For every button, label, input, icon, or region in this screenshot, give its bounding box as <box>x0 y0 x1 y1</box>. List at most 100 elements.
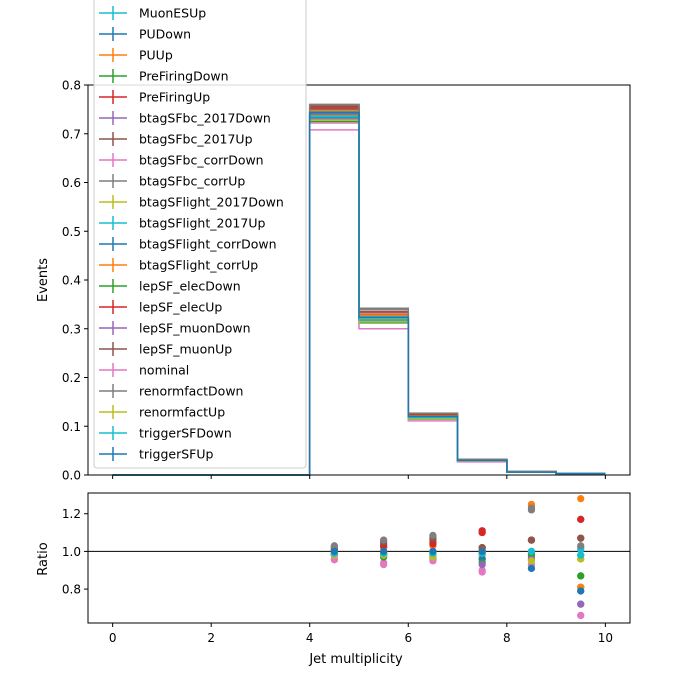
legend-entry-PUDown: PUDown <box>99 27 191 42</box>
ratio-point-lepSF_muonDown <box>577 600 585 608</box>
ratio-point-triggerSFUp <box>429 547 437 556</box>
ratio-axes-frame <box>87 492 631 624</box>
legend-entry-nominal: nominal <box>99 363 189 378</box>
ratio-x-tick-label: 2 <box>207 631 215 645</box>
legend: MuonESUp PUDown PUUp PreFiringDown PreFiring… <box>93 0 307 469</box>
ratio-point-nominal <box>380 560 388 569</box>
histogram-y-tick-label: 0.0 <box>62 469 81 483</box>
legend-entry-btagSFbc_corrDown: btagSFbc_corrDown <box>99 153 264 168</box>
ratio-x-tick-label: 8 <box>503 631 511 645</box>
ratio-point-lepSF_muonUp <box>577 534 585 542</box>
ratio-point-triggerSFDown <box>577 551 585 559</box>
legend-label: lepSF_muonUp <box>139 342 232 357</box>
histogram-y-tick-label: 0.5 <box>62 225 81 239</box>
legend-label: btagSFlight_corrDown <box>139 237 277 252</box>
ratio-x-ticks: 0 2 4 6 8 10 <box>109 623 613 645</box>
ratio-point-lepSF_elecUp <box>478 528 486 537</box>
ratio-y-ticks: 0.8 1.0 1.2 <box>62 507 88 597</box>
legend-label: btagSFbc_2017Up <box>139 132 253 147</box>
ratio-plot-area <box>88 495 630 620</box>
histogram-y-tick-label: 0.6 <box>62 176 81 190</box>
legend-label: PUDown <box>139 27 191 42</box>
ratio-point-triggerSFUp <box>577 587 585 595</box>
ratio-point-renormfactDown <box>380 536 388 544</box>
legend-entry-PUUp: PUUp <box>99 48 173 63</box>
legend-label: btagSFlight_corrUp <box>139 258 258 273</box>
ratio-point-PUUp <box>577 495 585 503</box>
ratio-point-lepSF_muonUp <box>527 536 536 544</box>
legend-label: nominal <box>139 363 189 378</box>
ratio-point-lepSF_muonDown <box>478 560 486 569</box>
legend-label: PreFiringUp <box>139 90 210 105</box>
legend-entry-btagSFlight_2017Up: btagSFlight_2017Up <box>99 216 265 231</box>
histogram-y-axis-label: Events <box>36 258 51 302</box>
legend-label: triggerSFDown <box>139 426 232 441</box>
ratio-point-renormfactUp <box>527 557 536 565</box>
legend-box <box>93 0 307 469</box>
ratio-x-axis-label: Jet multiplicity <box>308 652 403 667</box>
legend-label: PUUp <box>139 48 173 63</box>
ratio-point-lepSF_elecDown <box>577 572 585 580</box>
ratio-y-axis-label: Ratio <box>36 542 51 575</box>
histogram-y-ticks: 0.0 0.1 0.2 0.3 0.4 0.5 0.6 0.7 0.8 <box>62 79 88 483</box>
histogram-y-tick-label: 0.8 <box>62 79 81 93</box>
legend-entry-lepSF_elecDown: lepSF_elecDown <box>99 279 241 294</box>
ratio-y-tick-label: 0.8 <box>62 583 81 597</box>
histogram-y-tick-label: 0.1 <box>62 420 81 434</box>
histogram-y-tick-label: 0.4 <box>62 274 81 288</box>
legend-label: btagSFlight_2017Up <box>139 216 265 231</box>
ratio-x-tick-label: 0 <box>109 631 117 645</box>
legend-entry-btagSFlight_corrDown: btagSFlight_corrDown <box>99 237 277 252</box>
legend-label: btagSFbc_corrDown <box>139 153 264 168</box>
legend-entry-renormfactDown: renormfactDown <box>99 384 243 399</box>
ratio-x-tick-label: 4 <box>306 631 314 645</box>
legend-entry-lepSF_muonUp: lepSF_muonUp <box>99 342 232 357</box>
ratio-point-renormfactDown <box>527 504 536 512</box>
legend-label: btagSFbc_corrUp <box>139 174 245 189</box>
histogram-x-ticks <box>112 475 606 479</box>
legend-entry-lepSF_elecUp: lepSF_elecUp <box>99 300 222 315</box>
legend-entry-lepSF_muonDown: lepSF_muonDown <box>99 321 251 336</box>
legend-entry-btagSFbc_2017Down: btagSFbc_2017Down <box>99 111 271 126</box>
legend-label: lepSF_elecUp <box>139 300 222 315</box>
legend-entry-triggerSFDown: triggerSFDown <box>99 426 232 441</box>
legend-label: PreFiringDown <box>139 69 229 84</box>
ratio-point-triggerSFDown <box>527 547 536 556</box>
legend-entry-PreFiringDown: PreFiringDown <box>99 69 229 84</box>
legend-entry-btagSFbc_2017Up: btagSFbc_2017Up <box>99 132 253 147</box>
ratio-point-triggerSFUp <box>330 547 338 556</box>
histogram-y-tick-label: 0.2 <box>62 371 81 385</box>
legend-entry-triggerSFUp: triggerSFUp <box>99 447 213 462</box>
legend-entry-MuonESUp: MuonESUp <box>99 6 206 21</box>
ratio-point-triggerSFUp <box>527 564 536 572</box>
ratio-x-tick-label: 6 <box>404 631 412 645</box>
main-histogram-panel: 0.0 0.1 0.2 0.3 0.4 0.5 0.6 0.7 0.8 Events MuonE… <box>36 0 631 483</box>
legend-entry-btagSFlight_2017Down: btagSFlight_2017Down <box>99 195 284 210</box>
legend-entry-PreFiringUp: PreFiringUp <box>99 90 210 105</box>
legend-label: renormfactDown <box>139 384 243 399</box>
legend-label: lepSF_elecDown <box>139 279 241 294</box>
ratio-point-nominal <box>577 611 585 620</box>
legend-entry-renormfactUp: renormfactUp <box>99 405 225 420</box>
ratio-y-tick-label: 1.2 <box>62 507 81 521</box>
ratio-y-tick-label: 1.0 <box>62 545 81 559</box>
legend-label: triggerSFUp <box>139 447 213 462</box>
ratio-point-lepSF_elecUp <box>429 540 437 548</box>
ratio-point-nominal <box>478 568 486 576</box>
legend-label: btagSFbc_2017Down <box>139 111 271 126</box>
legend-label: renormfactUp <box>139 405 225 420</box>
ratio-point-triggerSFUp <box>380 547 388 556</box>
ratio-panel: 0 2 4 6 8 10 0.8 1.0 1.2 Ratio Jet multiplicity <box>36 492 631 667</box>
ratio-point-triggerSFUp <box>478 547 486 556</box>
legend-entries: MuonESUp PUDown PUUp PreFiringDown PreFiring… <box>99 6 284 462</box>
ratio-point-lepSF_elecUp <box>577 515 585 523</box>
legend-entry-btagSFbc_corrUp: btagSFbc_corrUp <box>99 174 245 189</box>
histogram-y-tick-label: 0.3 <box>62 322 81 336</box>
legend-label: MuonESUp <box>139 6 206 21</box>
histogram-y-tick-label: 0.7 <box>62 127 81 141</box>
ratio-x-tick-label: 10 <box>598 631 613 645</box>
ratio-point-renormfactDown <box>429 531 437 539</box>
legend-label: lepSF_muonDown <box>139 321 251 336</box>
legend-entry-btagSFlight_corrUp: btagSFlight_corrUp <box>99 258 258 273</box>
